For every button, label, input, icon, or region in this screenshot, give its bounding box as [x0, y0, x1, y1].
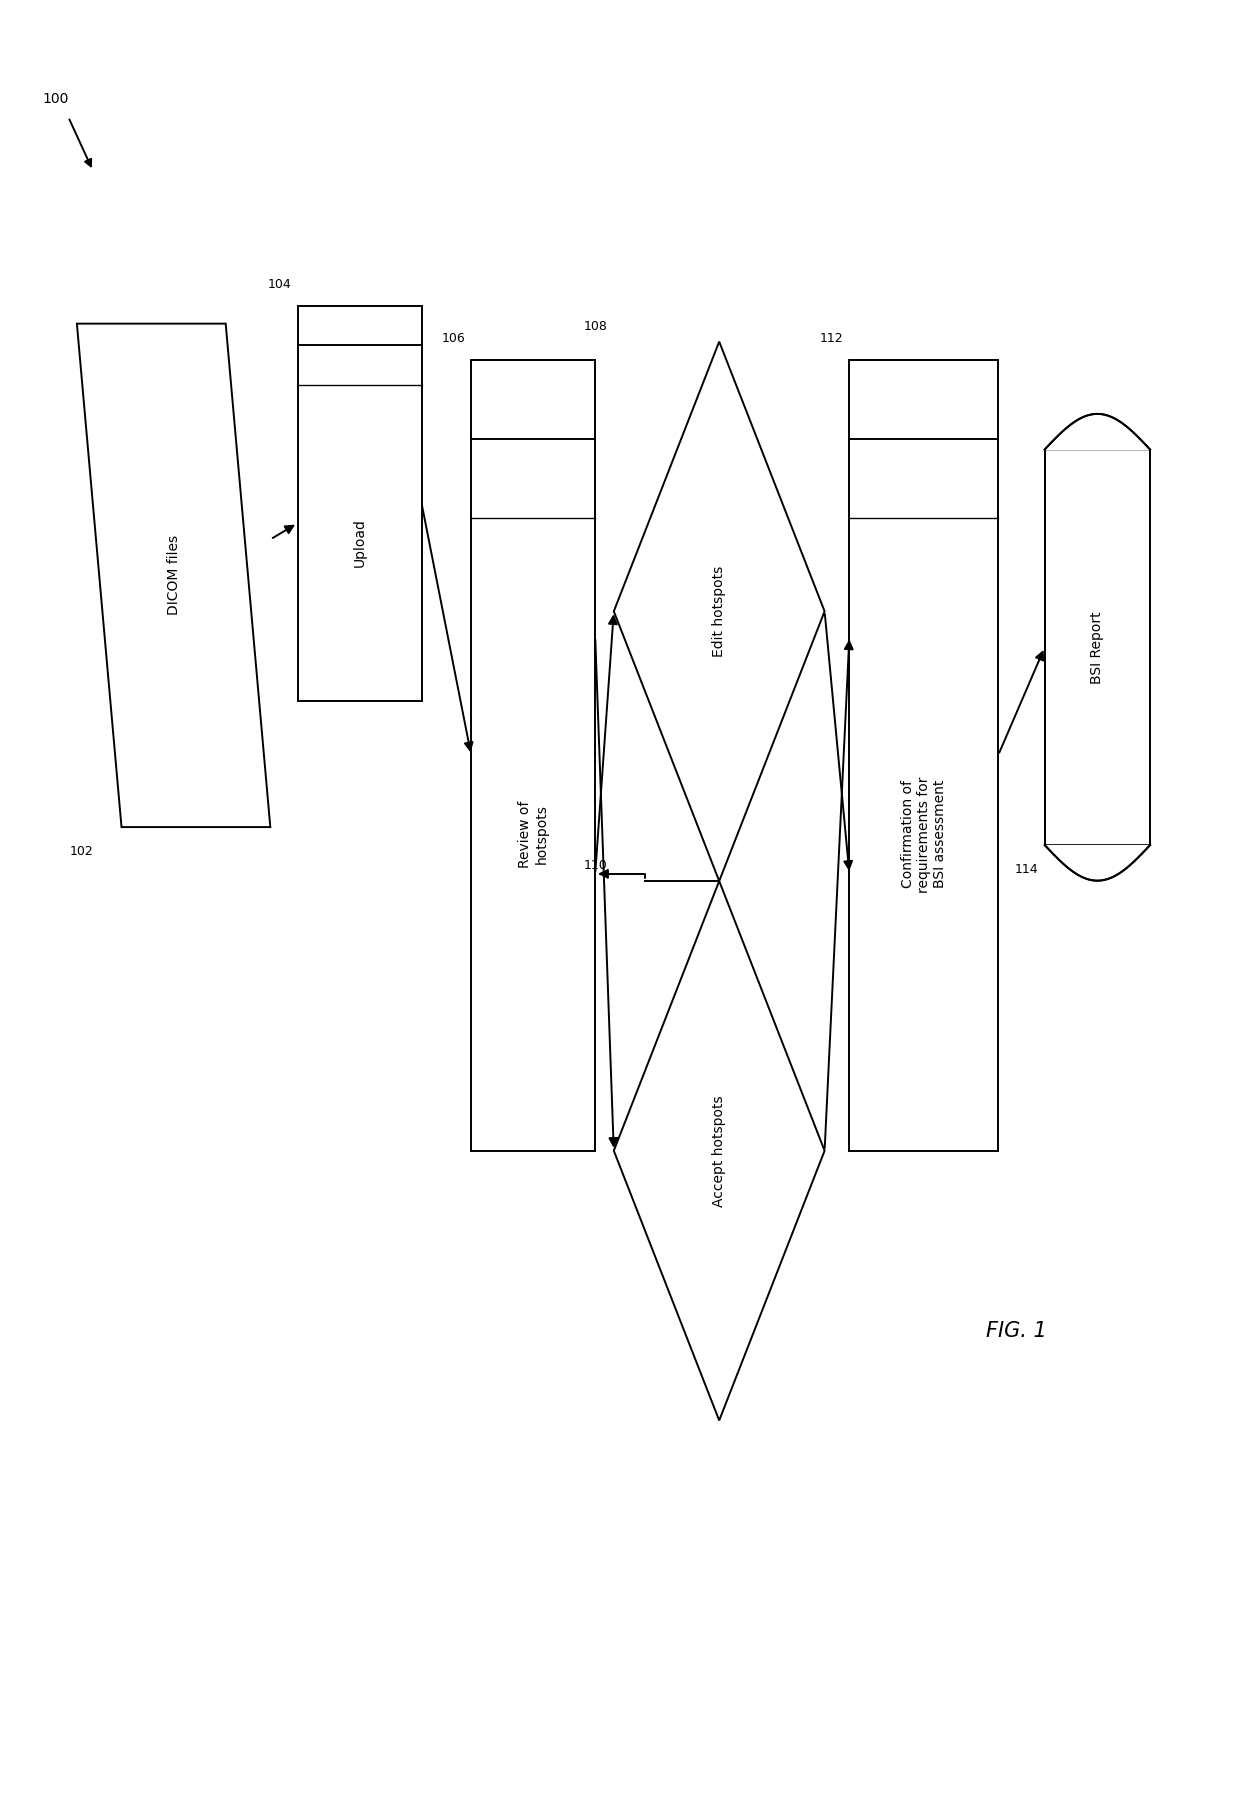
Text: 108: 108: [584, 320, 608, 333]
Text: DICOM files: DICOM files: [166, 536, 181, 615]
Polygon shape: [471, 360, 595, 1151]
Text: 112: 112: [820, 333, 843, 345]
Polygon shape: [77, 324, 270, 827]
Text: Accept hotspots: Accept hotspots: [712, 1095, 727, 1206]
Text: Edit hotspots: Edit hotspots: [712, 566, 727, 656]
Text: Upload: Upload: [352, 518, 367, 568]
Text: 106: 106: [441, 333, 465, 345]
Polygon shape: [614, 342, 825, 881]
Text: BSI Report: BSI Report: [1090, 611, 1105, 683]
Polygon shape: [1044, 450, 1149, 845]
Polygon shape: [298, 306, 422, 701]
Text: 114: 114: [1014, 863, 1039, 876]
Text: 102: 102: [69, 845, 93, 858]
Text: 100: 100: [42, 92, 69, 106]
Text: Review of
hotspots: Review of hotspots: [518, 800, 548, 868]
Polygon shape: [849, 360, 998, 1151]
Polygon shape: [614, 881, 825, 1420]
Text: 110: 110: [584, 859, 608, 872]
Text: 104: 104: [268, 279, 291, 291]
Text: FIG. 1: FIG. 1: [987, 1320, 1047, 1341]
Text: Confirmation of
requirements for
BSI assessment: Confirmation of requirements for BSI ass…: [900, 777, 947, 892]
